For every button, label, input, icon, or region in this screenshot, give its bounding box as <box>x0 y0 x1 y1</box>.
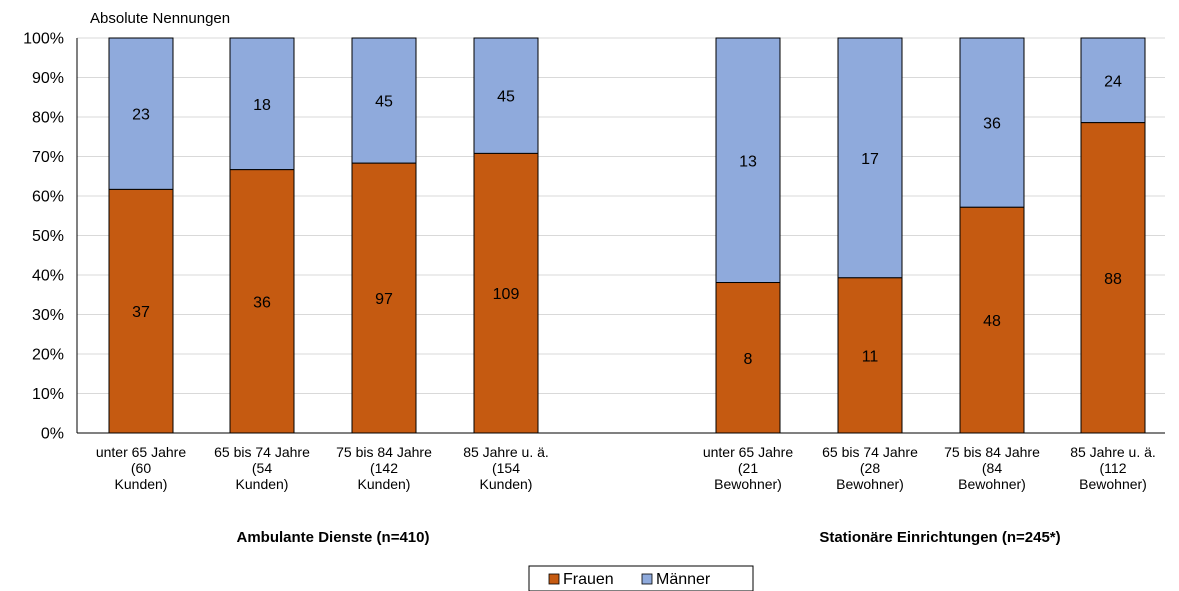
bar-maenner <box>108 37 174 190</box>
x-tick-label: (54 <box>252 460 272 476</box>
legend-box <box>528 565 754 591</box>
bar-maenner <box>473 37 539 154</box>
x-tick-label: Bewohner) <box>958 476 1026 492</box>
x-tick-label: (60 <box>131 460 151 476</box>
bar-frauen <box>715 282 781 434</box>
x-tick-label: (112 <box>1100 460 1127 476</box>
group-label: Stationäre Einrichtungen (n=245*) <box>819 529 1060 546</box>
legend-label: Frauen <box>563 571 614 588</box>
x-tick-label: (84 <box>982 460 1002 476</box>
y-tick-label: 70% <box>32 149 64 166</box>
legend-swatch-frauen <box>548 573 560 585</box>
data-label-frauen: 8 <box>744 351 753 368</box>
data-label-maenner: 45 <box>497 89 515 106</box>
x-tick-label: Kunden) <box>358 476 411 492</box>
y-tick-label: 0% <box>41 426 64 443</box>
bar-maenner <box>959 37 1025 208</box>
bar-maenner <box>1080 37 1146 124</box>
x-tick-label: Kunden) <box>115 476 168 492</box>
bar-maenner <box>351 37 417 164</box>
bar-maenner <box>715 37 781 284</box>
x-tick-label: 65 bis 74 Jahre <box>822 444 918 460</box>
y-tick-label: 100% <box>23 31 64 48</box>
y-tick-label: 60% <box>32 189 64 206</box>
x-tick-label: Bewohner) <box>1079 476 1147 492</box>
bar-maenner <box>837 37 903 279</box>
bar-frauen <box>837 277 903 434</box>
y-tick-label: 50% <box>32 228 64 245</box>
legend-label: Männer <box>656 571 711 588</box>
x-tick-label: unter 65 Jahre <box>96 444 186 460</box>
data-label-frauen: 36 <box>253 294 271 311</box>
bar-frauen <box>351 162 417 434</box>
data-label-frauen: 11 <box>862 348 879 365</box>
y-axis-title: Absolute Nennungen <box>90 10 230 27</box>
x-tick-label: 75 bis 84 Jahre <box>944 444 1040 460</box>
data-label-maenner: 45 <box>375 94 393 111</box>
data-label-frauen: 109 <box>493 286 520 303</box>
x-tick-label: (28 <box>860 460 880 476</box>
bar-frauen <box>229 169 295 434</box>
data-label-maenner: 17 <box>861 151 879 168</box>
bar-frauen <box>108 188 174 434</box>
group-label: Ambulante Dienste (n=410) <box>237 529 430 546</box>
y-tick-label: 40% <box>32 268 64 285</box>
x-tick-label: unter 65 Jahre <box>703 444 793 460</box>
data-label-maenner: 13 <box>739 153 757 170</box>
x-tick-label: Bewohner) <box>836 476 904 492</box>
x-tick-label: (154 <box>492 460 520 476</box>
x-tick-label: 85 Jahre u. ä. <box>463 444 549 460</box>
x-tick-label: (21 <box>738 460 758 476</box>
x-tick-label: Kunden) <box>480 476 533 492</box>
y-tick-label: 90% <box>32 70 64 87</box>
data-label-maenner: 23 <box>132 107 150 124</box>
bar-frauen <box>1080 122 1146 434</box>
data-label-frauen: 88 <box>1104 271 1122 288</box>
bar-frauen <box>473 152 539 434</box>
x-tick-label: 65 bis 74 Jahre <box>214 444 310 460</box>
y-tick-label: 80% <box>32 110 64 127</box>
bar-frauen <box>959 206 1025 434</box>
data-label-maenner: 36 <box>983 116 1001 133</box>
data-label-maenner: 18 <box>253 97 271 114</box>
x-tick-label: (142 <box>370 460 398 476</box>
data-label-frauen: 48 <box>983 313 1001 330</box>
data-label-maenner: 24 <box>1104 73 1122 90</box>
y-tick-label: 30% <box>32 307 64 324</box>
data-label-frauen: 37 <box>132 304 150 321</box>
x-tick-label: Bewohner) <box>714 476 782 492</box>
x-tick-label: 85 Jahre u. ä. <box>1070 444 1156 460</box>
x-tick-label: Kunden) <box>236 476 289 492</box>
y-tick-label: 20% <box>32 347 64 364</box>
x-tick-label: 75 bis 84 Jahre <box>336 444 432 460</box>
data-label-frauen: 97 <box>375 291 393 308</box>
legend-swatch-maenner <box>641 573 653 585</box>
y-tick-label: 10% <box>32 386 64 403</box>
